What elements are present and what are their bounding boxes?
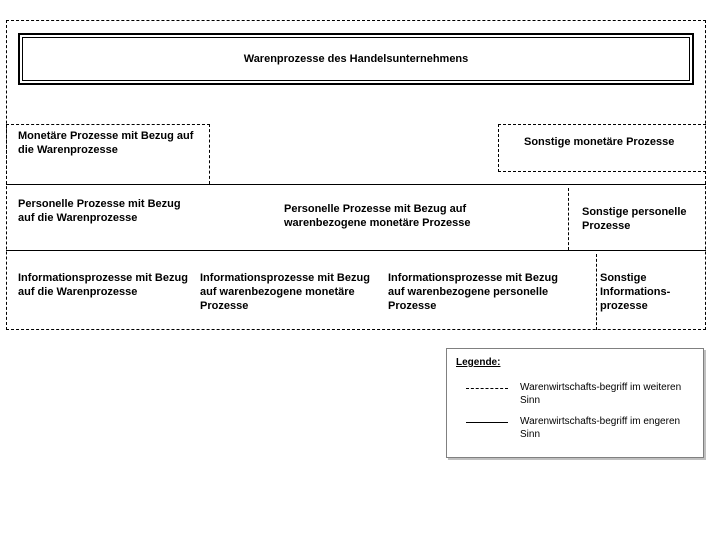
row4-col1-text: Informationsprozesse mit Bezug auf die W… (18, 272, 188, 300)
row4-col3-text: Informationsprozesse mit Bezug auf waren… (388, 272, 568, 313)
legend-dashed-sample (466, 388, 508, 389)
title-inner-box: Warenprozesse des Handelsunternehmens (22, 37, 690, 81)
legend-row2-text: Warenwirtschafts-begriff im engeren Sinn (520, 416, 696, 441)
row2-solid-separator (6, 184, 706, 185)
legend-title: Legende: (456, 357, 500, 368)
row2-left-text: Monetäre Prozesse mit Bezug auf die Ware… (18, 130, 198, 158)
row3-solid-separator (6, 250, 706, 251)
legend-solid-sample (466, 422, 508, 423)
row4-col4-text: Sonstige Informations-prozesse (600, 272, 704, 313)
row3-right-text: Sonstige personelle Prozesse (582, 206, 702, 234)
row3-left-text: Personelle Prozesse mit Bezug auf die Wa… (18, 198, 188, 226)
title-text: Warenprozesse des Handelsunternehmens (244, 53, 469, 65)
row3-mid-text: Personelle Prozesse mit Bezug auf warenb… (284, 203, 524, 231)
row2-right-text: Sonstige monetäre Prozesse (524, 136, 694, 150)
legend-row1-text: Warenwirtschafts-begriff im weiteren Sin… (520, 382, 696, 407)
row4-col2-text: Informationsprozesse mit Bezug auf waren… (200, 272, 370, 313)
